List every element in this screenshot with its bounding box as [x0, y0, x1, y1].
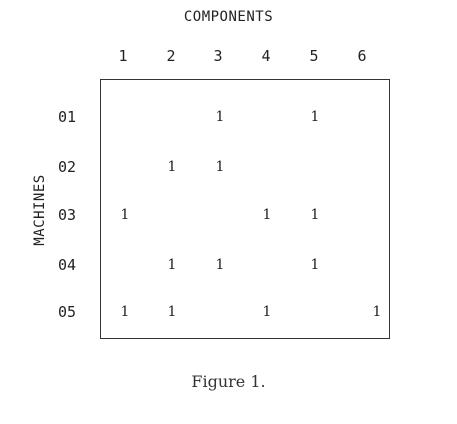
matrix-cell: 1	[215, 109, 225, 125]
column-header-3: 3	[213, 47, 223, 65]
row-header-4: 04	[58, 256, 77, 274]
row-header-1: 01	[58, 108, 77, 126]
column-header-4: 4	[261, 47, 271, 65]
matrix-cell: 1	[310, 109, 320, 125]
row-header-2: 02	[58, 158, 77, 176]
row-header-3: 03	[58, 206, 77, 224]
column-header-2: 2	[166, 47, 176, 65]
column-header-1: 1	[118, 47, 128, 65]
matrix-cell: 1	[215, 257, 225, 273]
matrix-cell: 1	[262, 207, 272, 223]
matrix-cell: 1	[120, 304, 130, 320]
incidence-matrix-frame	[100, 79, 390, 339]
column-header-5: 5	[309, 47, 319, 65]
matrix-cell: 1	[310, 207, 320, 223]
matrix-cell: 1	[167, 304, 177, 320]
matrix-cell: 1	[120, 207, 130, 223]
figure-caption: Figure 1.	[191, 372, 266, 391]
column-header-6: 6	[357, 47, 367, 65]
row-header-5: 05	[58, 303, 77, 321]
matrix-cell: 1	[262, 304, 272, 320]
machines-axis-title: MACHINES	[32, 174, 48, 246]
matrix-cell: 1	[310, 257, 320, 273]
matrix-cell: 1	[372, 304, 382, 320]
components-axis-title: COMPONENTS	[183, 9, 274, 25]
matrix-cell: 1	[167, 159, 177, 175]
matrix-cell: 1	[167, 257, 177, 273]
matrix-cell: 1	[215, 159, 225, 175]
